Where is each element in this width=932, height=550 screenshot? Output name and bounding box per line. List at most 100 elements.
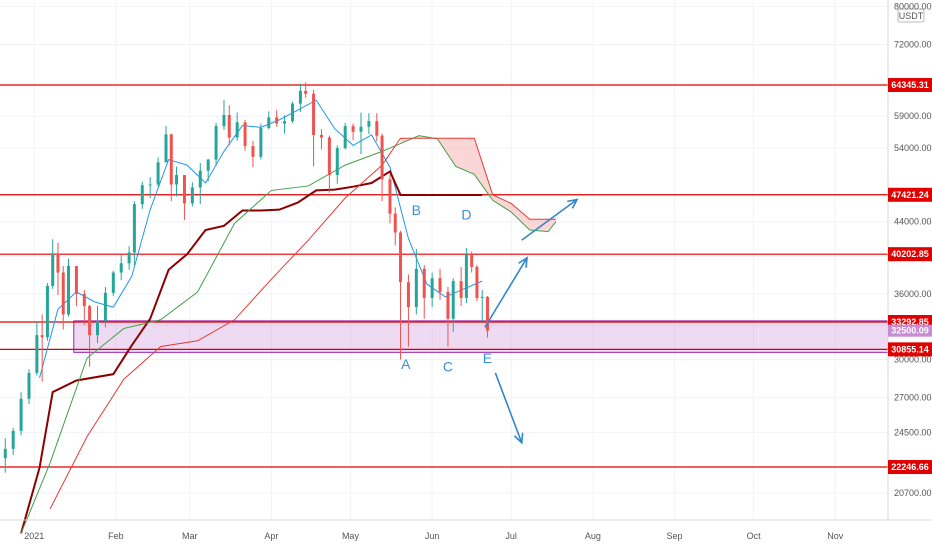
candle-35 (251, 140, 255, 168)
projection-arrow-shaft-0 (484, 257, 528, 328)
support-zone-layer (73, 320, 889, 353)
candle-41 (298, 83, 302, 112)
projection-arrow-head-2 (513, 432, 524, 445)
base-line-line (20, 169, 483, 534)
x-tick-label-Aug: Aug (585, 531, 601, 541)
candle-body-53 (388, 179, 392, 214)
candle-body-7 (51, 253, 55, 286)
candle-body-52 (380, 135, 384, 180)
candle-body-27 (190, 187, 194, 204)
candle-55 (399, 230, 403, 360)
x-tick-label-Feb: Feb (108, 531, 124, 541)
candle-body-25 (175, 175, 179, 185)
candle-body-44 (319, 134, 323, 138)
candle-5 (40, 314, 44, 382)
candle-59 (430, 272, 434, 308)
wave-label-B: B (412, 202, 421, 218)
candle-46 (335, 145, 339, 184)
y-tick-label-10: 59000.00 (894, 111, 932, 121)
candle-body-59 (430, 278, 434, 298)
x-tick-label-Jun: Jun (425, 531, 440, 541)
price-level-label-3: 33292.85 (891, 317, 929, 327)
price-level-label-1: 47421.24 (891, 190, 929, 200)
wave-label-E: E (483, 350, 492, 366)
candle-body-11 (74, 266, 78, 294)
candle-body-64 (464, 254, 468, 298)
candle-4 (35, 321, 39, 376)
candle-37 (267, 111, 271, 130)
candle-body-1 (11, 430, 15, 449)
candle-body-4 (35, 335, 39, 373)
candle-body-63 (459, 281, 463, 298)
candle-34 (243, 119, 247, 151)
candle-19 (132, 201, 136, 266)
candle-body-17 (119, 263, 123, 273)
candle-body-67 (480, 296, 484, 298)
candle-68 (485, 295, 489, 338)
candle-body-66 (475, 266, 479, 298)
current-price-label: 32500.09 (891, 326, 929, 336)
candle-25 (175, 166, 179, 197)
candle-body-54 (393, 213, 397, 233)
candle-27 (190, 182, 194, 207)
candle-23 (164, 126, 168, 163)
price-level-label-5: 22246.66 (891, 462, 929, 472)
candle-0 (3, 438, 7, 473)
candle-body-16 (111, 272, 115, 293)
candle-body-38 (275, 117, 279, 124)
candle-body-32 (227, 114, 231, 138)
candle-body-22 (156, 162, 160, 185)
candle-body-57 (414, 268, 418, 308)
candle-body-18 (127, 252, 131, 264)
candle-14 (95, 306, 99, 344)
candle-40 (290, 101, 294, 123)
candle-22 (156, 157, 160, 187)
price-level-label-2: 40202.85 (891, 249, 929, 259)
candle-body-35 (251, 146, 255, 157)
candle-body-61 (446, 291, 450, 319)
wave-label-D: D (461, 206, 471, 222)
candle-body-5 (40, 335, 44, 338)
candle-body-40 (290, 103, 294, 122)
candle-body-14 (95, 320, 99, 336)
candle-33 (235, 112, 239, 141)
projection-arrow-1 (521, 198, 579, 241)
leading-span-line (49, 137, 556, 510)
candle-body-56 (406, 282, 410, 308)
candle-21 (148, 177, 152, 198)
candle-65 (470, 251, 474, 273)
candle-15 (103, 286, 107, 328)
candle-body-60 (438, 278, 442, 292)
candle-body-13 (88, 306, 92, 336)
y-tick-label-3: 30000.00 (894, 354, 932, 364)
candle-13 (88, 305, 92, 367)
candle-60 (438, 268, 442, 300)
indicator-series (20, 99, 557, 534)
candle-body-6 (45, 285, 49, 338)
candle-17 (119, 254, 123, 281)
candle-2 (19, 392, 23, 436)
price-level-label-4: 30855.14 (891, 344, 929, 354)
candle-45 (327, 135, 331, 193)
candle-body-10 (67, 266, 71, 315)
x-tick-label-May: May (342, 531, 360, 541)
projection-arrow-head-0 (518, 256, 528, 268)
candle-body-39 (283, 121, 287, 124)
candle-body-3 (27, 372, 31, 399)
x-tick-label-2021: 2021 (24, 531, 44, 541)
candle-body-24 (169, 134, 173, 185)
candle-8 (56, 242, 60, 295)
candle-body-58 (422, 268, 426, 298)
candle-body-45 (327, 137, 331, 176)
candle-24 (169, 133, 173, 202)
candle-26 (182, 175, 186, 221)
candle-body-65 (470, 254, 474, 267)
candle-body-0 (3, 448, 7, 459)
candle-39 (283, 114, 287, 134)
candle-body-15 (103, 292, 107, 321)
price-level-badge-5 (888, 460, 932, 475)
candle-1 (11, 427, 15, 456)
candle-47 (343, 122, 347, 150)
candle-20 (140, 181, 144, 209)
